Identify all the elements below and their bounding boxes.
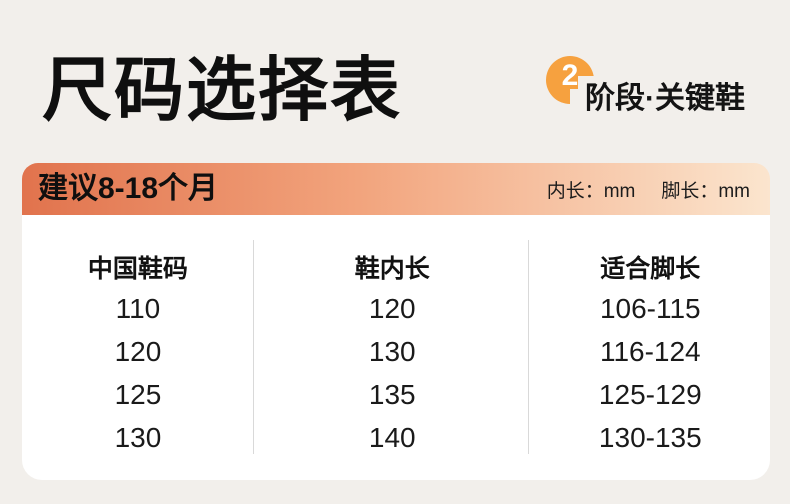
- table-cell: 120: [114, 336, 162, 367]
- table-cell: 130-135: [598, 422, 702, 453]
- age-suggestion-label: 建议8-18个月: [38, 172, 219, 205]
- table-cell: 106-115: [599, 293, 701, 324]
- column-header: 鞋内长: [354, 255, 430, 283]
- stage-number: 2: [561, 59, 579, 92]
- stage-badge: 2 阶段·关键鞋: [546, 54, 766, 120]
- table-cell: 125: [114, 379, 162, 410]
- foot-length-unit-label: 脚长：mm: [661, 180, 750, 202]
- stage-label: 阶段·关键鞋: [585, 82, 745, 115]
- table-cell: 116-124: [599, 336, 701, 367]
- circle-stair-notch-top: [578, 76, 600, 89]
- size-chart-panel: 建议8-18个月 内长：mm 脚长：mm 中国鞋码 110 120 125 13…: [22, 163, 770, 480]
- table-cell: 130: [114, 422, 162, 453]
- table-cell: 135: [368, 379, 416, 410]
- column-suitable-foot-length: 适合脚长 106-115 116-124 125-129 130-135: [531, 251, 770, 480]
- circle-stair-notch-bottom: [570, 89, 600, 111]
- column-header: 适合脚长: [600, 255, 701, 283]
- table-cell: 125-129: [598, 379, 702, 410]
- suggestion-banner: 建议8-18个月 内长：mm 脚长：mm: [22, 163, 770, 215]
- page-title: 尺码选择表: [42, 51, 402, 129]
- inner-length-unit-label: 内长：mm: [546, 180, 636, 202]
- column-divider: [528, 240, 529, 454]
- column-shoe-inner-length: 鞋内长 120 130 135 140: [254, 251, 531, 480]
- unit-labels: 内长：mm 脚长：mm: [547, 176, 750, 203]
- table-cell: 120: [368, 293, 416, 324]
- table-cell: 140: [368, 422, 416, 453]
- column-header: 中国鞋码: [87, 255, 188, 283]
- table-cell: 130: [368, 336, 416, 367]
- column-china-shoe-size: 中国鞋码 110 120 125 130: [22, 251, 254, 480]
- column-divider: [253, 240, 254, 454]
- size-table: 中国鞋码 110 120 125 130 鞋内长 120 130 135 140…: [22, 215, 770, 480]
- table-cell: 110: [115, 293, 161, 324]
